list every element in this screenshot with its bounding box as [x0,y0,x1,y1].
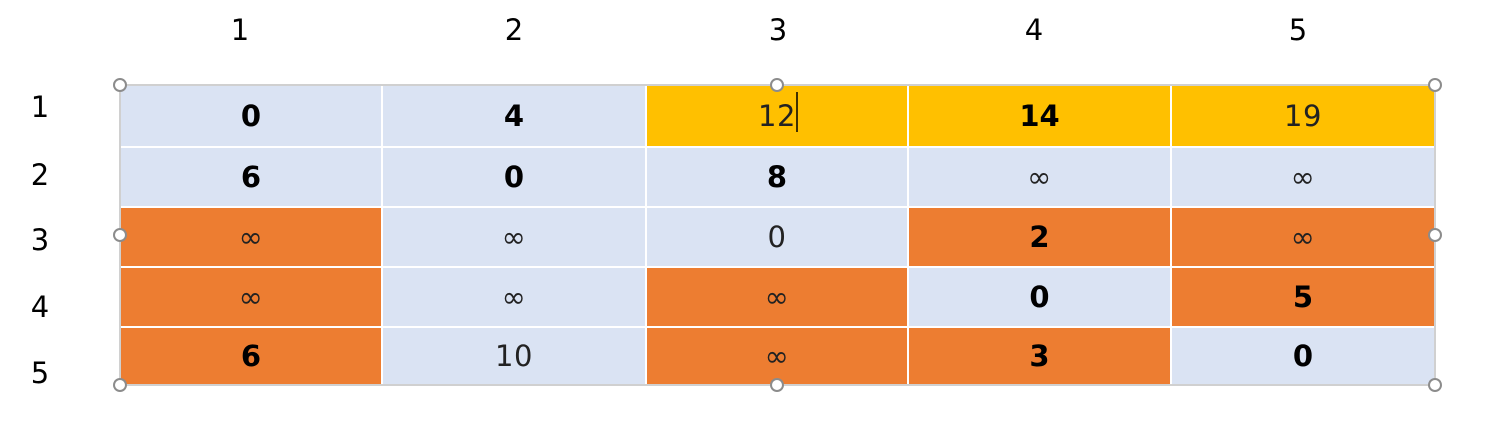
table-cell: ∞ [120,267,382,327]
resize-handle[interactable] [113,378,127,392]
table-cell: 14 [908,85,1171,147]
row-header: 2 [30,158,50,192]
table-cell: 8 [646,147,908,207]
table-cell: 0 [120,85,382,147]
resize-handle[interactable] [113,78,127,92]
resize-handle[interactable] [770,78,784,92]
table-cell: 10 [382,327,646,385]
column-header: 1 [230,13,250,47]
resize-handle[interactable] [113,228,127,242]
table-cell: 4 [382,85,646,147]
column-header: 2 [504,13,524,47]
resize-handle[interactable] [770,378,784,392]
table-cell: ∞ [1171,207,1435,267]
column-header: 3 [768,13,788,47]
table-cell: 5 [1171,267,1435,327]
row-header: 1 [30,90,50,124]
table-cell: 6 [120,327,382,385]
table-cell: ∞ [1171,147,1435,207]
table-cell: 0 [908,267,1171,327]
table-cell: 12 [646,85,908,147]
row-header: 5 [30,356,50,390]
resize-handle[interactable] [1428,228,1442,242]
table-cell: 0 [1171,327,1435,385]
table-cell: ∞ [646,267,908,327]
table-cell: 6 [120,147,382,207]
table-cell: 0 [646,207,908,267]
row-header: 4 [30,290,50,324]
row-header: 3 [30,223,50,257]
table-cell: 2 [908,207,1171,267]
column-header: 5 [1288,13,1308,47]
table-cell: ∞ [908,147,1171,207]
table-cell: ∞ [382,207,646,267]
table-cell: 3 [908,327,1171,385]
table-cell: ∞ [382,267,646,327]
selection-box [119,84,1436,386]
table-cell: 0 [382,147,646,207]
column-header: 4 [1024,13,1044,47]
resize-handle[interactable] [1428,378,1442,392]
resize-handle[interactable] [1428,78,1442,92]
